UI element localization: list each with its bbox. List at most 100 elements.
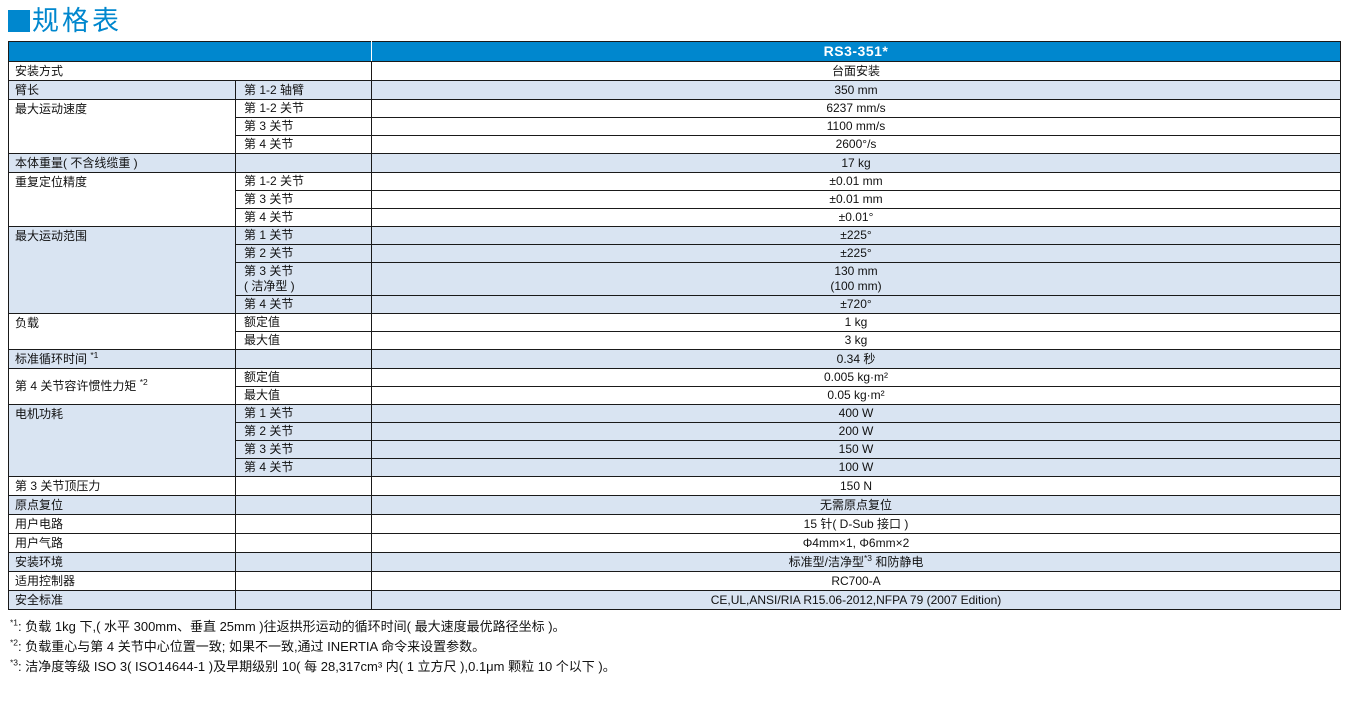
spec-sub-label-cell (235, 571, 372, 591)
spec-label-cell: 用户气路 (8, 533, 236, 553)
spec-sub-label-cell: 第 3 关节( 洁净型 ) (235, 262, 372, 296)
spec-value-cell: 1100 mm/s (371, 117, 1341, 136)
spec-value-cell: 3 kg (371, 331, 1341, 350)
spec-table: RS3-351* 安装方式 台面安装 臂长第 1-2 轴臂 350 mm 最大运动速度第… (8, 41, 1341, 610)
page-title-text: 规格表 (32, 5, 122, 36)
footnote: *2: 负载重心与第 4 关节中心位置一致; 如果不一致,通过 INERTIA … (10, 637, 486, 654)
spec-label-cell: 用户电路 (8, 514, 236, 534)
table-row: 第 4 关节容许惯性力矩 *2 额定值 0.005 kg·m² (8, 368, 1341, 405)
spec-value-cell: 6237 mm/s (371, 99, 1341, 118)
spec-sub-label-cell (235, 552, 372, 572)
spec-sub-label-cell (235, 476, 372, 496)
table-row: 重复定位精度第 1-2 关节 ±0.01 mm (8, 172, 1341, 227)
spec-value-cell: 台面安装 (371, 61, 1341, 81)
footnote: *3: 洁净度等级 ISO 3( ISO14644-1 )及早期级别 10( 每… (10, 657, 616, 674)
spec-value-cell: ±225° (371, 226, 1341, 245)
spec-label-cell: 本体重量( 不含线缆重 ) (8, 153, 236, 173)
spec-label-cell: 安全标准 (8, 590, 236, 610)
page-title: 规格表 (8, 6, 1353, 36)
table-row: 最大值 0.05 kg·m² (9, 386, 1341, 405)
table-row: 最大运动速度第 1-2 关节 6237 mm/s (8, 99, 1341, 154)
spec-value-cell: RC700-A (371, 571, 1341, 591)
spec-sub-label-cell (235, 495, 372, 515)
spec-value-cell: 1 kg (371, 313, 1341, 332)
spec-value-cell: 2600°/s (371, 135, 1341, 154)
spec-label-cell: 最大运动速度 (8, 99, 236, 154)
table-row: 安装方式 台面安装 (8, 61, 1341, 81)
spec-value-cell: 350 mm (371, 80, 1341, 100)
spec-value-cell: 15 针( D-Sub 接口 ) (371, 514, 1341, 534)
table-row: 第 3 关节顶压力 150 N (8, 476, 1341, 496)
spec-sub-label-cell (235, 590, 372, 610)
spec-sub-label-cell: 最大值 (235, 386, 372, 405)
spec-label-cell: 重复定位精度 (8, 172, 236, 227)
spec-sub-label-cell: 第 4 关节 (235, 208, 372, 227)
spec-sub-label-cell: 最大值 (235, 331, 372, 350)
spec-sub-label-cell: 第 4 关节 (235, 135, 372, 154)
spec-value-cell: 100 W (371, 458, 1341, 477)
table-row: 最大值 3 kg (9, 331, 1341, 350)
spec-sub-label-cell: 第 1 关节 (235, 404, 372, 423)
spec-value-cell: 150 W (371, 440, 1341, 459)
spec-label-cell: 电机功耗 (8, 404, 236, 477)
table-row: 标准循环时间 *1 0.34 秒 (8, 349, 1341, 369)
spec-sub-label-cell: 第 1-2 关节 (235, 99, 372, 118)
table-row: 第 4 关节 100 W (9, 458, 1341, 477)
table-row: 本体重量( 不含线缆重 ) 17 kg (8, 153, 1341, 173)
spec-value-cell: 150 N (371, 476, 1341, 496)
spec-label-cell: 安装环境 (8, 552, 236, 572)
spec-sub-label-cell: 第 1-2 轴臂 (235, 80, 372, 100)
spec-sub-label-cell: 额定值 (235, 313, 372, 332)
model-header: RS3-351* (371, 41, 1341, 62)
footnote: *1: 负载 1kg 下,( 水平 300mm、垂直 25mm )往返拱形运动的… (10, 617, 566, 634)
spec-value-cell: 0.34 秒 (371, 349, 1341, 369)
table-row: 最大运动范围第 1 关节 ±225° (8, 226, 1341, 314)
table-row: 电机功耗第 1 关节 400 W (8, 404, 1341, 477)
spec-sub-label-cell: 第 1-2 关节 (235, 172, 372, 191)
spec-value-cell: 200 W (371, 422, 1341, 441)
spec-label-cell: 第 3 关节顶压力 (8, 476, 236, 496)
spec-sub-label-cell: 第 1 关节 (235, 226, 372, 245)
spec-sub-label-cell: 第 2 关节 (235, 422, 372, 441)
spec-value-cell: 0.05 kg·m² (371, 386, 1341, 405)
table-row: 第 4 关节 ±720° (9, 295, 1341, 314)
spec-value-cell: ±720° (371, 295, 1341, 314)
spec-sub-label-cell: 第 3 关节 (235, 440, 372, 459)
table-row: 负载 额定值 1 kg (8, 313, 1341, 350)
spec-label-cell: 臂长 (8, 80, 236, 100)
spec-label-cell: 最大运动范围 (8, 226, 236, 314)
table-row: 用户气路 Φ4mm×1, Φ6mm×2 (8, 533, 1341, 553)
spec-label-cell: 安装方式 (8, 61, 372, 81)
spec-sub-label-cell: 第 4 关节 (235, 295, 372, 314)
spec-sub-label-cell: 第 2 关节 (235, 244, 372, 263)
spec-sub-label-cell: 第 4 关节 (235, 458, 372, 477)
table-row: 用户电路 15 针( D-Sub 接口 ) (8, 514, 1341, 534)
spec-value-cell: 0.005 kg·m² (371, 368, 1341, 387)
spec-value-cell: ±0.01 mm (371, 172, 1341, 191)
blue-square-icon (8, 10, 30, 32)
spec-label-cell: 负载 (8, 313, 236, 350)
spec-label-cell: 原点复位 (8, 495, 236, 515)
spec-label-cell: 第 4 关节容许惯性力矩 *2 (8, 368, 236, 405)
table-row: 第 3 关节 150 W (9, 440, 1341, 459)
spec-sub-label-cell (235, 349, 372, 369)
table-row: 第 3 关节( 洁净型 ) 130 mm (100 mm) (9, 262, 1341, 296)
table-row: 安全标准 CE,UL,ANSI/RIA R15.06-2012,NFPA 79 (… (8, 590, 1341, 610)
header-spacer-cell (8, 41, 372, 62)
spec-label-cell: 适用控制器 (8, 571, 236, 591)
spec-value-cell: 130 mm (100 mm) (371, 262, 1341, 296)
table-header-row: RS3-351* (8, 41, 1341, 62)
spec-value-cell: Φ4mm×1, Φ6mm×2 (371, 533, 1341, 553)
spec-sub-label-cell (235, 153, 372, 173)
spec-label-cell: 标准循环时间 *1 (8, 349, 236, 369)
page: 规格表 RS3-351* 安装方式 台面安装 臂长第 1-2 轴臂 350 mm 最大运… (0, 6, 1353, 704)
footnotes: *1: 负载 1kg 下,( 水平 300mm、垂直 25mm )往返拱形运动的… (10, 617, 1353, 677)
spec-sub-label-cell (235, 514, 372, 534)
table-row: 原点复位 无需原点复位 (8, 495, 1341, 515)
spec-sub-label-cell: 额定值 (235, 368, 372, 387)
spec-value-cell: ±225° (371, 244, 1341, 263)
spec-value-cell: ±0.01 mm (371, 190, 1341, 209)
spec-value-cell: 标准型/洁净型*3 和防静电 (371, 552, 1341, 572)
spec-sub-label-cell: 第 3 关节 (235, 190, 372, 209)
spec-value-cell: 无需原点复位 (371, 495, 1341, 515)
